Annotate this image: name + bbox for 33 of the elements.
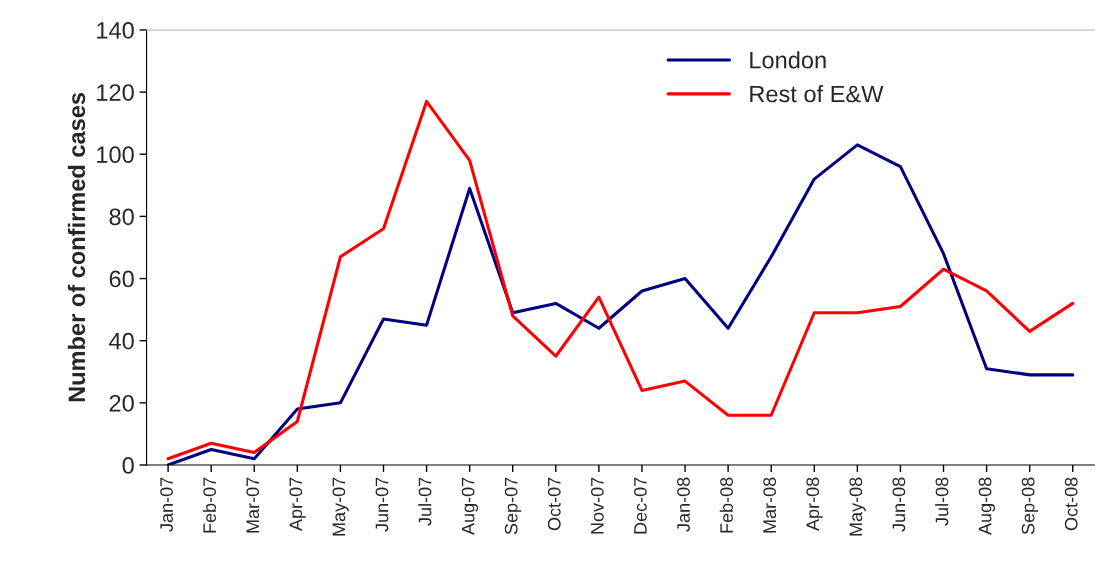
x-tick-label: Sep-07 [504, 477, 522, 535]
y-tick-label: 40 [109, 332, 134, 350]
legend-label: London [750, 51, 826, 69]
x-tick-label: Jul-08 [935, 477, 949, 526]
x-tick-label: May-07 [332, 477, 349, 536]
x-tick-label: Apr-07 [289, 477, 306, 531]
y-tick-label: 80 [109, 208, 134, 226]
x-tick-label: Dec-07 [634, 477, 647, 534]
y-tick-label: 100 [97, 146, 134, 164]
x-tick-label: Oct-08 [1064, 477, 1078, 531]
x-tick-label: Jun-08 [892, 477, 906, 532]
x-tick-label: Sep-08 [1021, 477, 1039, 535]
x-tick-label: May-08 [849, 477, 866, 536]
x-tick-label: Jul-07 [418, 477, 432, 526]
x-tick-label: Mar-07 [246, 477, 260, 533]
x-tick-label: Nov-07 [590, 477, 604, 534]
x-tick-label: Jan-07 [160, 477, 173, 532]
y-tick-label: 140 [97, 22, 134, 39]
x-tick-label: Jun-07 [375, 477, 389, 532]
x-tick-label: Apr-08 [806, 477, 823, 531]
y-tick-label: 120 [97, 84, 134, 101]
y-tick-label: 0 [122, 457, 134, 474]
y-tick-label: 60 [109, 270, 134, 288]
x-tick-label: Aug-07 [461, 477, 479, 535]
x-tick-label: Feb-07 [202, 477, 217, 533]
y-tick-label: 20 [109, 394, 134, 412]
x-tick-label: Mar-08 [763, 477, 777, 533]
x-tick-label: Oct-07 [547, 477, 561, 531]
x-tick-label: Aug-08 [978, 477, 996, 535]
x-tick-label: Jan-08 [677, 477, 690, 532]
y-axis-title: Number of confirmed cases [67, 92, 86, 402]
legend-label: Rest of E&W [750, 85, 884, 103]
x-tick-label: Feb-08 [719, 477, 733, 533]
